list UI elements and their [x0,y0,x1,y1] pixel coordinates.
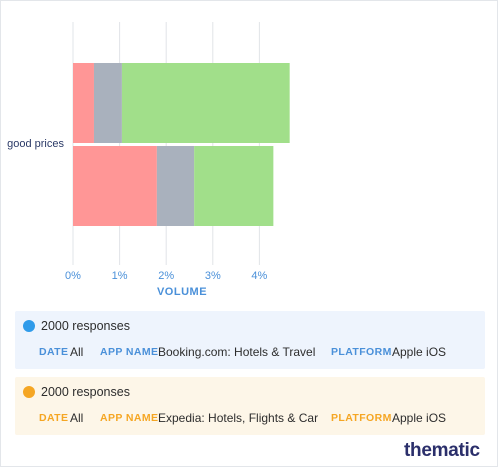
app-name-key: APP NAME [100,412,159,424]
legend-series-expedia: 2000 responses DATE All APP NAME Expedia… [15,377,485,435]
x-tick-label: 4% [251,270,267,282]
bar-segment-positive[interactable] [194,146,274,226]
platform-key: PLATFORM [331,346,392,358]
app-name-value: Booking.com: Hotels & Travel [158,345,316,359]
date-value: All [70,345,84,359]
responses-count: 2000 responses [41,385,130,399]
bar-segment-negative[interactable] [73,146,157,226]
category-label-good-prices: good prices [7,138,64,150]
date-key: DATE [39,412,69,424]
platform-key: PLATFORM [331,412,392,424]
bar-segment-negative[interactable] [73,63,94,143]
x-tick-label: 3% [205,270,221,282]
bar-segment-neutral[interactable] [156,146,195,226]
date-key: DATE [39,346,69,358]
bars [73,63,290,226]
thematic-logo: thematic [404,440,480,461]
platform-value: Apple iOS [392,411,447,425]
x-tick-label: 0% [65,270,81,282]
series-dot-icon [23,386,35,398]
responses-count: 2000 responses [41,319,130,333]
series-dot-icon [23,320,35,332]
x-tick-label: 1% [112,270,128,282]
gridlines [72,22,260,265]
legend-series-booking: 2000 responses DATE All APP NAME Booking… [15,311,485,369]
bar-chart: 0% 1% 2% 3% 4% good prices VOLUME [7,22,290,298]
x-axis-ticks: 0% 1% 2% 3% 4% [65,270,268,282]
bar-segment-positive[interactable] [121,63,290,143]
app-name-value: Expedia: Hotels, Flights & Car [158,411,319,425]
x-axis-title: VOLUME [157,286,207,298]
app-name-key: APP NAME [100,346,159,358]
bar-segment-neutral[interactable] [93,63,122,143]
platform-value: Apple iOS [392,345,447,359]
x-tick-label: 2% [158,270,174,282]
date-value: All [70,411,84,425]
